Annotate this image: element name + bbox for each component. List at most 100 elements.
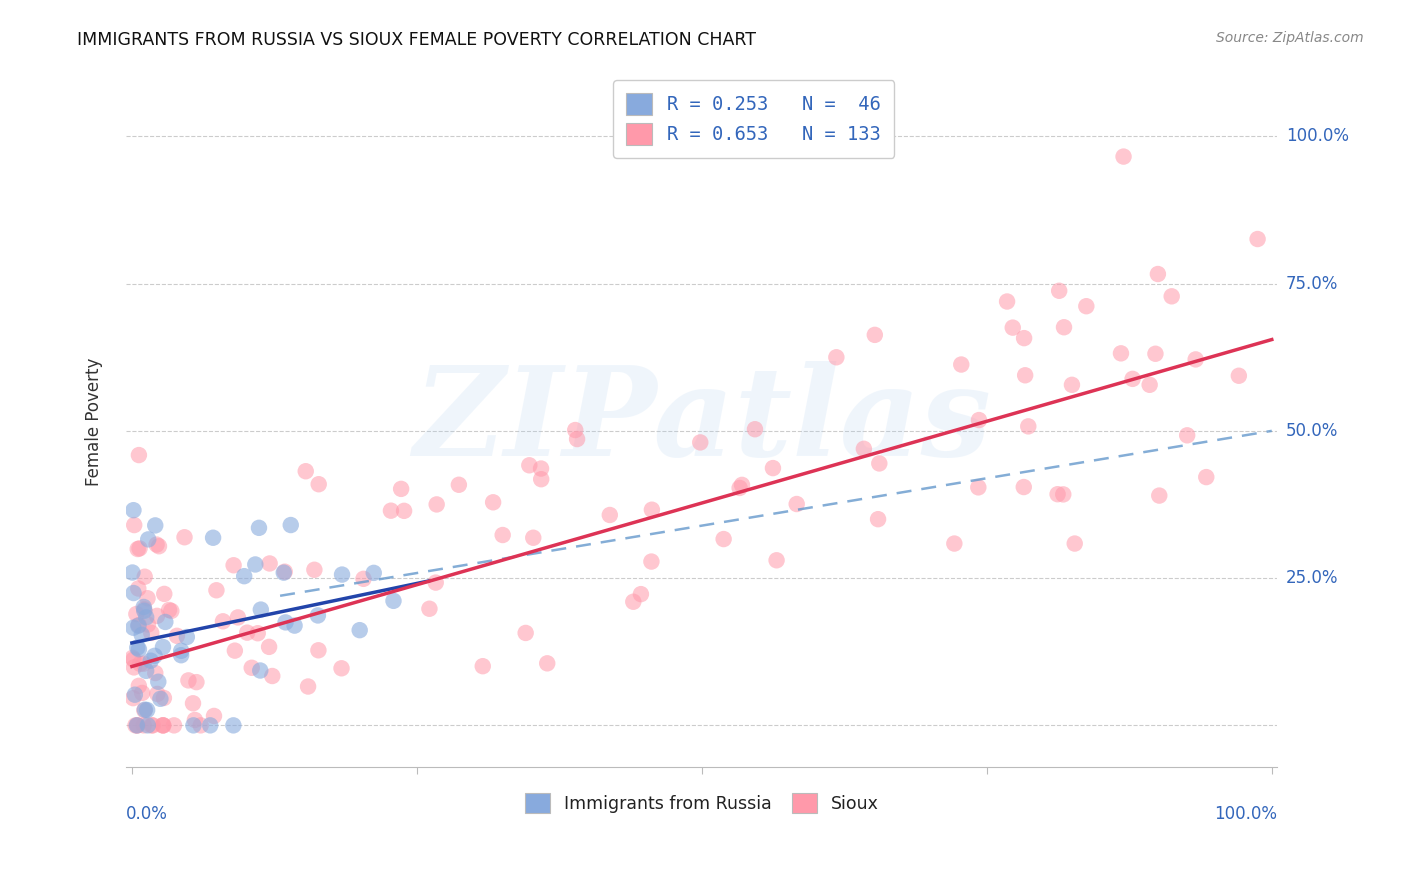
- Point: [522, 531, 544, 545]
- Point: [447, 477, 470, 491]
- Point: [153, 587, 176, 601]
- Point: [621, 595, 644, 609]
- Point: [143, 648, 166, 663]
- Point: [132, 599, 155, 614]
- Point: [995, 294, 1018, 309]
- Point: [274, 615, 297, 630]
- Text: IMMIGRANTS FROM RUSSIA VS SIOUX FEMALE POVERTY CORRELATION CHART: IMMIGRANTS FROM RUSSIA VS SIOUX FEMALE P…: [77, 31, 756, 49]
- Point: [249, 664, 271, 678]
- Point: [630, 587, 652, 601]
- Point: [240, 661, 263, 675]
- Point: [353, 572, 375, 586]
- Point: [250, 602, 273, 616]
- Point: [202, 709, 225, 723]
- Point: [744, 422, 766, 436]
- Point: [246, 626, 269, 640]
- Point: [1012, 331, 1035, 345]
- Point: [128, 448, 150, 462]
- Point: [967, 413, 990, 427]
- Point: [1122, 372, 1144, 386]
- Point: [762, 461, 785, 475]
- Point: [163, 718, 186, 732]
- Point: [1227, 368, 1250, 383]
- Point: [330, 567, 353, 582]
- Text: ZIPatlas: ZIPatlas: [413, 361, 991, 483]
- Point: [426, 497, 449, 511]
- Point: [530, 461, 553, 475]
- Point: [127, 618, 149, 632]
- Point: [304, 563, 326, 577]
- Point: [1184, 352, 1206, 367]
- Point: [134, 703, 156, 717]
- Point: [134, 570, 156, 584]
- Point: [222, 558, 245, 573]
- Point: [205, 583, 228, 598]
- Point: [128, 642, 150, 657]
- Point: [152, 718, 174, 732]
- Point: [517, 458, 540, 473]
- Point: [134, 703, 156, 717]
- Point: [257, 640, 280, 654]
- Point: [135, 664, 157, 678]
- Point: [142, 718, 165, 732]
- Point: [728, 481, 751, 495]
- Point: [1246, 232, 1268, 246]
- Point: [128, 541, 150, 556]
- Point: [157, 603, 180, 617]
- Point: [1175, 428, 1198, 442]
- Point: [564, 423, 586, 437]
- Point: [247, 521, 270, 535]
- Point: [177, 673, 200, 688]
- Point: [152, 718, 174, 732]
- Point: [536, 657, 558, 671]
- Point: [330, 661, 353, 675]
- Point: [284, 618, 307, 632]
- Point: [280, 518, 302, 533]
- Point: [363, 566, 385, 580]
- Point: [226, 610, 249, 624]
- Point: [155, 615, 177, 629]
- Point: [124, 688, 146, 702]
- Point: [274, 565, 297, 579]
- Text: 100.0%: 100.0%: [1215, 805, 1278, 823]
- Point: [152, 718, 174, 732]
- Point: [132, 657, 155, 671]
- Text: 75.0%: 75.0%: [1286, 275, 1339, 293]
- Point: [134, 602, 156, 616]
- Point: [125, 718, 148, 732]
- Point: [1112, 150, 1135, 164]
- Point: [148, 539, 170, 553]
- Point: [382, 594, 405, 608]
- Point: [297, 680, 319, 694]
- Point: [713, 532, 735, 546]
- Text: 25.0%: 25.0%: [1286, 569, 1339, 587]
- Point: [136, 718, 159, 732]
- Point: [307, 608, 329, 623]
- Point: [1147, 267, 1170, 281]
- Point: [1195, 470, 1218, 484]
- Point: [224, 643, 246, 657]
- Point: [186, 675, 208, 690]
- Point: [135, 610, 157, 624]
- Point: [136, 591, 159, 606]
- Point: [273, 566, 295, 580]
- Point: [1160, 289, 1182, 303]
- Point: [731, 478, 754, 492]
- Point: [152, 640, 174, 654]
- Point: [565, 432, 588, 446]
- Point: [202, 531, 225, 545]
- Point: [1076, 299, 1098, 313]
- Point: [127, 582, 149, 596]
- Point: [148, 674, 170, 689]
- Point: [943, 536, 966, 550]
- Point: [1060, 377, 1083, 392]
- Point: [294, 464, 316, 478]
- Point: [689, 435, 711, 450]
- Point: [599, 508, 621, 522]
- Point: [122, 503, 145, 517]
- Point: [825, 351, 848, 365]
- Point: [308, 477, 330, 491]
- Point: [127, 718, 149, 732]
- Point: [136, 533, 159, 547]
- Point: [132, 718, 155, 732]
